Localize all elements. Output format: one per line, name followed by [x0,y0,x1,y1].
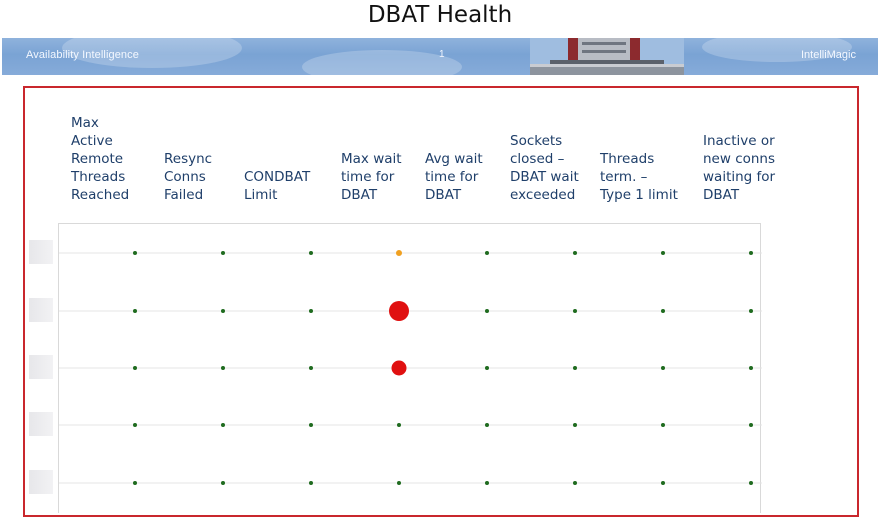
column-header: Inactive or new conns waiting for DBAT [703,133,776,203]
status-dot-ok[interactable] [661,366,665,370]
row-label [29,240,53,264]
status-dot-ok[interactable] [309,309,313,313]
row-label [29,298,53,322]
status-dot-ok[interactable] [573,481,577,485]
status-dot-ok[interactable] [133,309,137,313]
status-dot-ok[interactable] [221,251,225,255]
status-dot-ok[interactable] [309,423,313,427]
dbat-health-panel: Max Active Remote Threads Reached Resync … [23,86,859,517]
status-dot-ok[interactable] [661,481,665,485]
column-header: Sockets closed – DBAT wait exceeded [510,133,579,203]
status-dot-ok[interactable] [133,251,137,255]
status-dot-ok[interactable] [221,423,225,427]
status-dot-ok[interactable] [309,251,313,255]
status-dot-ok[interactable] [397,423,401,427]
status-dot-ok[interactable] [661,309,665,313]
status-dot-ok[interactable] [661,423,665,427]
row-label [29,355,53,379]
banner-page-number: 1 [439,49,445,60]
status-dot-ok[interactable] [573,309,577,313]
status-dot-ok[interactable] [485,366,489,370]
status-dot-ok[interactable] [397,481,401,485]
status-dot-ok[interactable] [749,251,753,255]
column-header: Max wait time for DBAT [341,151,402,203]
status-dot-ok[interactable] [221,366,225,370]
status-dot-ok[interactable] [133,366,137,370]
banner-app-name: Availability Intelligence [26,49,139,61]
status-dot-ok[interactable] [485,423,489,427]
health-grid [58,223,762,513]
health-grid-svg [59,250,762,485]
status-dot-ok[interactable] [221,309,225,313]
status-dot-ok[interactable] [661,251,665,255]
status-dot-ok[interactable] [485,251,489,255]
row-label [29,470,53,494]
status-dot-critical-large[interactable] [389,301,409,321]
status-dot-ok[interactable] [485,309,489,313]
status-dot-ok[interactable] [309,481,313,485]
status-dot-critical[interactable] [391,360,407,376]
tower-image [530,38,684,75]
status-dot-ok[interactable] [133,481,137,485]
status-dot-ok[interactable] [749,423,753,427]
status-dot-ok[interactable] [749,481,753,485]
status-dot-ok[interactable] [749,366,753,370]
row-label [29,412,53,436]
status-dot-warning[interactable] [396,250,402,256]
column-header: Max Active Remote Threads Reached [71,115,130,203]
app-banner: Availability Intelligence 1 IntelliMagic [2,38,878,75]
column-header: Threads term. – Type 1 limit [600,151,678,203]
page-title: DBAT Health [367,2,513,28]
status-dot-ok[interactable] [133,423,137,427]
column-header: Resync Conns Failed [164,151,213,203]
column-header: Avg wait time for DBAT [425,151,483,203]
banner-brand: IntelliMagic [800,49,856,61]
column-header: CONDBAT Limit [244,169,311,203]
status-dot-ok[interactable] [485,481,489,485]
status-dot-ok[interactable] [309,366,313,370]
status-dot-ok[interactable] [221,481,225,485]
status-dot-ok[interactable] [749,309,753,313]
status-dot-ok[interactable] [573,366,577,370]
status-dot-ok[interactable] [573,251,577,255]
status-dot-ok[interactable] [573,423,577,427]
